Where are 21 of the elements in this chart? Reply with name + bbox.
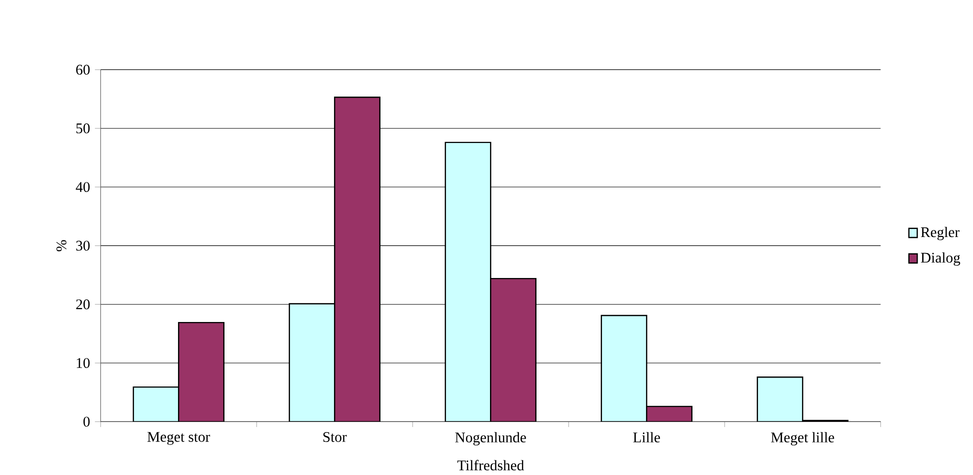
x-tick-label: Nogenlunde xyxy=(455,432,526,446)
bar xyxy=(600,314,648,422)
y-axis-title: % xyxy=(56,240,66,252)
x-tick-label: Lille xyxy=(633,432,660,442)
y-tick-label: 30 xyxy=(76,240,90,251)
bar xyxy=(444,142,492,422)
x-axis-title: Tilfredshed xyxy=(457,460,524,470)
legend-label: Dialog xyxy=(920,252,960,266)
bar xyxy=(756,376,804,422)
y-tick-label: 40 xyxy=(76,182,90,192)
y-tick-label: 20 xyxy=(76,299,90,310)
bar xyxy=(132,386,180,422)
x-tick-label: Meget lille xyxy=(771,432,834,446)
y-tick-label: 10 xyxy=(76,358,90,368)
y-tick-label: 50 xyxy=(76,123,90,134)
y-tick-label: 0 xyxy=(83,416,90,427)
bar xyxy=(288,303,336,422)
legend-label: Regler xyxy=(920,226,960,240)
x-tick-label: Stor xyxy=(323,432,347,442)
y-tick-label: 60 xyxy=(76,64,90,75)
x-tick-label: Meget stor xyxy=(147,432,210,445)
